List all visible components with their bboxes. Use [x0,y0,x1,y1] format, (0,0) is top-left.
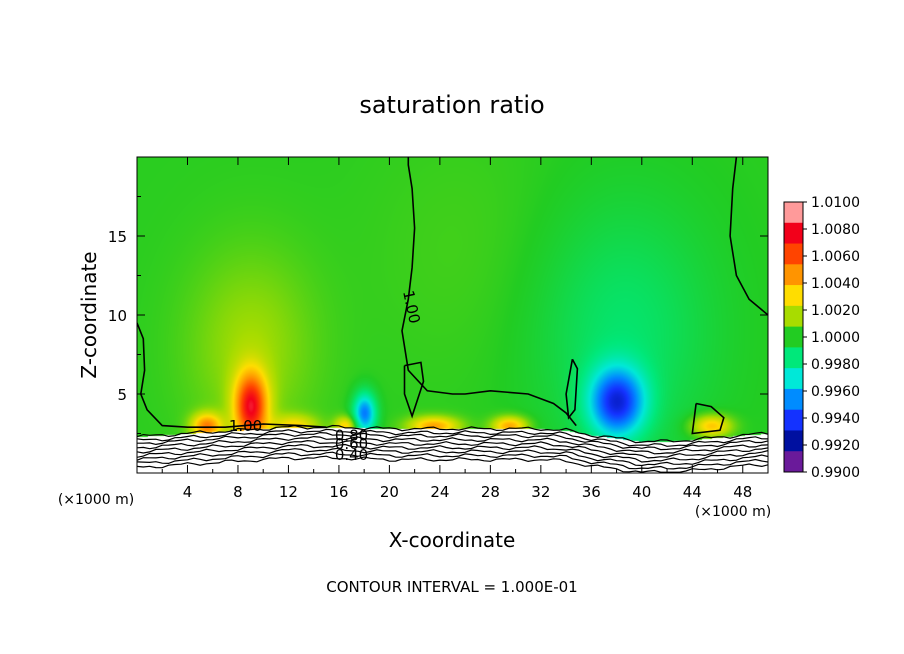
plot-area [137,157,768,473]
colorbar-swatch [784,202,803,224]
colorbar-label: 1.0040 [811,276,860,292]
y-tick-label: 10 [108,307,127,325]
colorbar-label: 1.0000 [811,330,860,346]
y-axis-ticks: 5 10 15 [108,196,768,434]
colorbar-swatch [784,285,803,307]
contour-line-terrain [137,447,768,467]
colorbar-label: 0.9940 [811,411,860,427]
contour-lines [137,157,768,473]
contour-label: 1.00 [229,417,262,435]
x-axis-ticks: 4 8 12 16 20 24 28 32 36 40 44 48 [161,157,752,501]
contour-label: 0.40 [335,446,368,464]
colorbar-swatch [784,347,803,369]
colorbar-swatch [784,243,803,265]
x-tick-label: 12 [279,483,298,501]
y-tick-label: 15 [108,228,127,246]
colorbar-label: 0.9920 [811,438,860,454]
y-axis-label: Z-coordinate [77,251,101,378]
contour-line-1-00 [691,402,725,435]
contour-line-1-00 [137,322,327,428]
contour-line-terrain [137,451,768,470]
contour-line-terrain [137,443,768,463]
contour-line-terrain [137,428,768,447]
chart-title: saturation ratio [359,91,544,119]
colorbar-label: 0.9980 [811,357,860,373]
colorbar-swatch [784,264,803,286]
colorbar-swatch [784,451,803,473]
colorbar-label: 1.0100 [811,195,860,211]
contour-line-terrain [137,435,768,455]
colorbar-swatch [784,388,803,411]
colorbar-label: 1.0020 [811,303,860,319]
x-tick-label: 44 [683,483,702,501]
contour-line-1-00 [401,157,577,427]
saturation-field [137,157,768,473]
x-tick-label: 48 [733,483,752,501]
x-axis-unit: (×1000 m) [58,492,134,508]
contour-interval-note: CONTOUR INTERVAL = 1.000E-01 [326,578,577,596]
colorbar-swatch [784,409,803,431]
z-axis-unit: (×1000 m) [695,504,771,520]
contour-line-1-00 [729,157,768,316]
x-tick-label: 8 [233,483,243,501]
contour-line-1-00 [403,361,425,419]
contour-line-1-00 [565,358,579,420]
colorbar-swatch [784,430,803,452]
x-tick-label: 16 [329,483,348,501]
colorbar-label: 1.0080 [811,222,860,238]
colorbar-swatch [784,368,803,390]
contour-label: 0.80 [335,426,368,444]
colorbar-swatch [784,222,803,245]
x-tick-label: 20 [380,483,399,501]
y-tick-label: 5 [117,386,127,404]
contour-line-terrain [137,455,768,473]
x-tick-label: 28 [481,483,500,501]
x-tick-label: 4 [183,483,193,501]
contour-line-terrain [137,424,768,444]
colorbar: 1.0100 1.0080 1.0060 1.0040 1.0020 1.0000 0.99… [783,195,860,481]
contour-line-terrain [137,439,768,459]
colorbar-label: 0.9900 [811,465,860,481]
colorbar-label: 0.9960 [811,384,860,400]
x-tick-label: 40 [632,483,651,501]
x-tick-label: 36 [582,483,601,501]
x-tick-label: 32 [531,483,550,501]
colorbar-swatch [784,326,803,348]
contour-label: 0.60 [335,435,368,453]
contour-line-terrain [137,431,768,451]
x-tick-label: 24 [430,483,449,501]
colorbar-swatch [784,305,803,328]
colorbar-label: 1.0060 [811,249,860,265]
x-axis-label: X-coordinate [389,528,516,552]
